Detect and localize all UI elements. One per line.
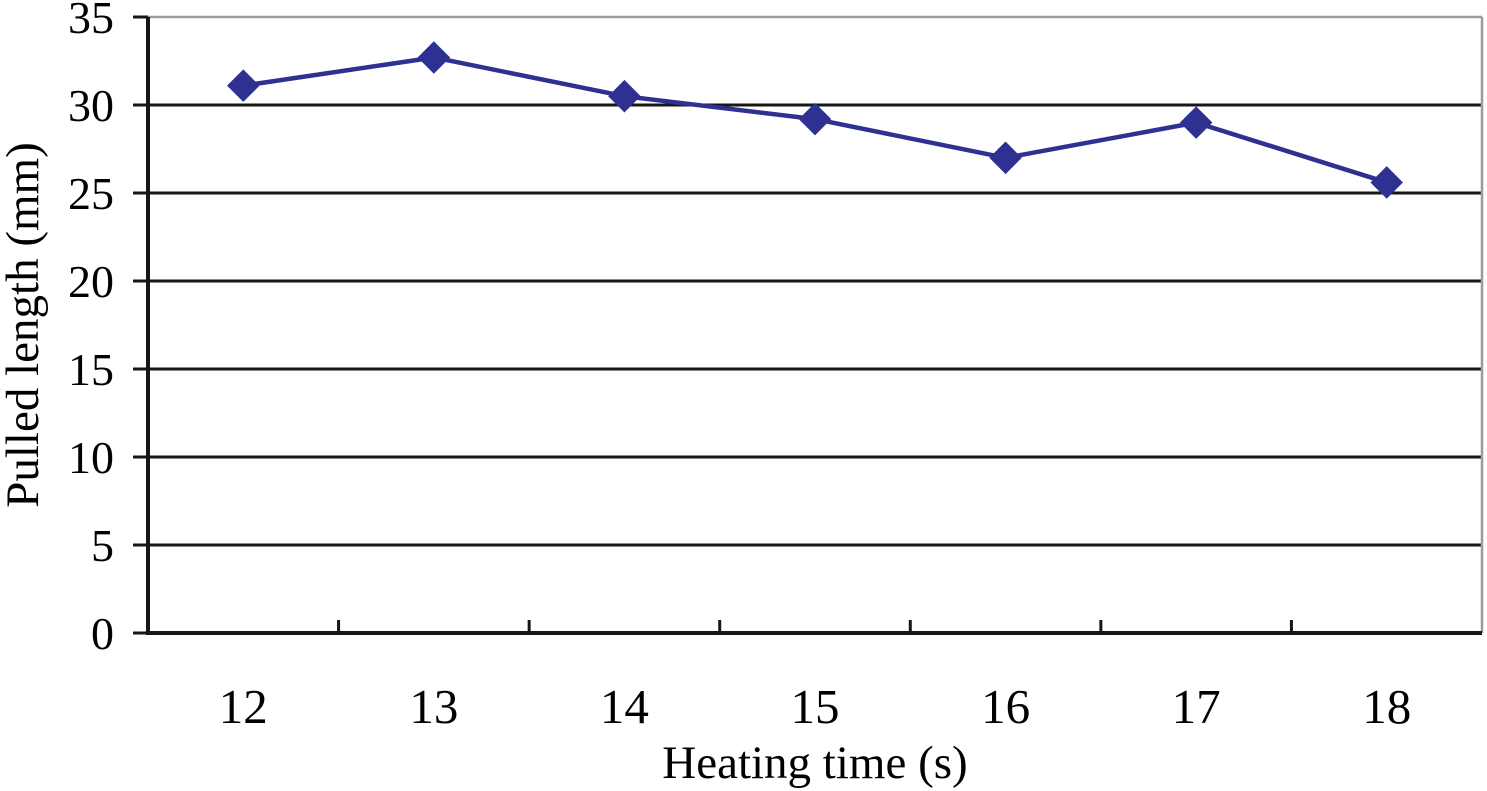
x-tick-label: 13 xyxy=(409,679,458,734)
x-tick-label: 16 xyxy=(981,679,1030,734)
data-point-marker xyxy=(417,41,451,74)
data-point-marker xyxy=(989,141,1022,175)
data-point-marker xyxy=(1179,106,1213,139)
data-point-marker xyxy=(1370,166,1403,199)
data-point-marker xyxy=(227,69,260,102)
y-tick-label: 15 xyxy=(68,344,114,395)
y-tick-label: 25 xyxy=(68,168,114,219)
x-axis-title: Heating time (s) xyxy=(662,737,968,789)
x-tick-label: 14 xyxy=(600,679,649,734)
x-tick-label: 18 xyxy=(1362,679,1411,734)
y-tick-label: 20 xyxy=(68,256,114,307)
y-tick-label: 0 xyxy=(91,608,114,659)
x-tick-label: 15 xyxy=(791,679,840,734)
data-point-marker xyxy=(608,79,641,113)
y-tick-label: 35 xyxy=(68,0,114,43)
y-tick-label: 30 xyxy=(68,80,114,131)
y-tick-label: 5 xyxy=(91,520,114,571)
y-tick-label: 10 xyxy=(68,432,114,483)
x-tick-label: 12 xyxy=(219,679,268,734)
chart-layer: 0 5 10 15 20 25 30 35 12 13 14 15 16 17 18 xyxy=(68,0,1484,734)
x-tick-label: 17 xyxy=(1172,679,1221,734)
data-point-marker xyxy=(798,102,832,136)
y-axis-title: Pulled length (mm) xyxy=(0,142,49,508)
